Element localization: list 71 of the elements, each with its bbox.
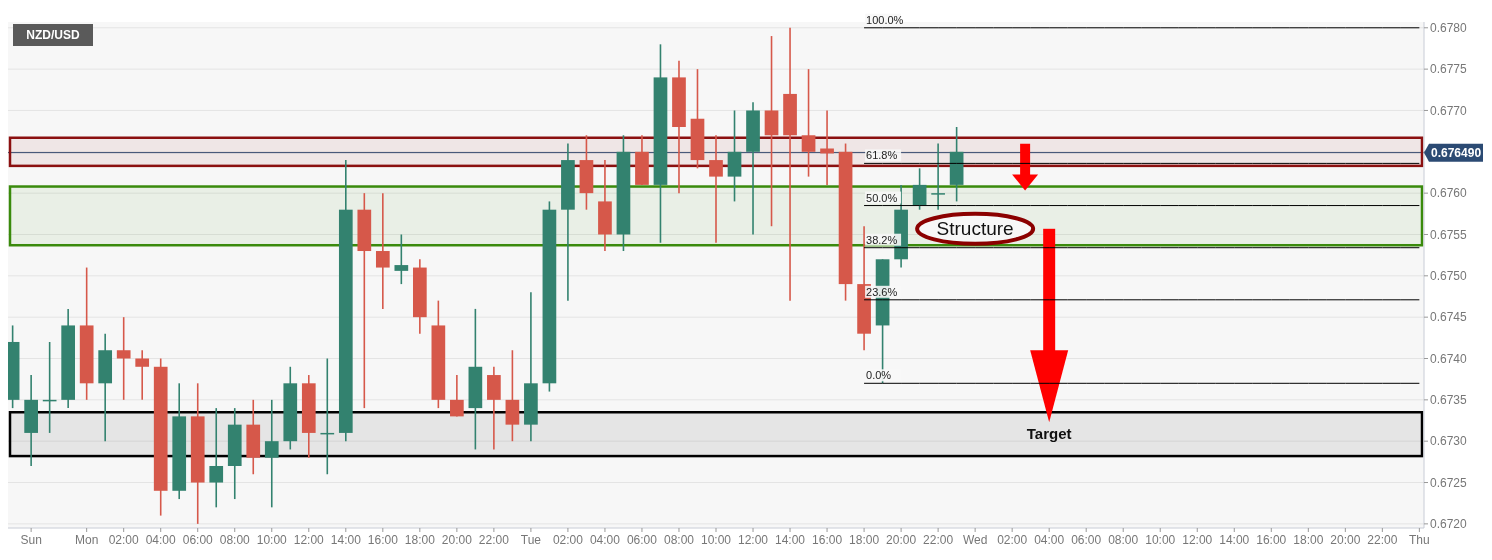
x-tick-label: Tue <box>520 533 542 547</box>
x-tick-label: Wed <box>962 533 988 547</box>
x-tick-label: 12:00 <box>738 533 769 547</box>
candlestick <box>450 374 464 418</box>
x-tick-label: Sun <box>20 533 42 547</box>
x-tick-label: 20:00 <box>1330 533 1361 547</box>
x-tick-label: 16:00 <box>812 533 843 547</box>
text: NZD/USD <box>26 28 80 43</box>
x-tick-label: 02:00 <box>552 533 584 547</box>
y-tick-label: 0.6735 <box>1430 393 1468 408</box>
y-tick-label: 0.6750 <box>1430 269 1468 284</box>
annotation: Structure <box>936 218 1014 240</box>
candlestick <box>135 349 150 401</box>
x-tick-label: 20:00 <box>441 533 473 547</box>
candlestick <box>209 407 224 509</box>
x-tick-label: 10:00 <box>256 533 288 547</box>
x-tick-label: 22:00 <box>923 533 954 547</box>
x-tick-label: 04:00 <box>589 533 621 547</box>
y-tick-label: 0.6745 <box>1430 310 1468 325</box>
y-tick-label: 0.6755 <box>1430 227 1468 242</box>
candlestick <box>912 167 927 211</box>
x-tick-label: 10:00 <box>700 533 732 547</box>
y-tick-label: 0.6770 <box>1430 103 1468 118</box>
candlestick <box>931 142 945 211</box>
x-tick-label: 22:00 <box>478 533 510 547</box>
x-tick-label: 18:00 <box>1293 533 1324 547</box>
series-label: 50.0% <box>866 191 898 204</box>
x-tick-label: 02:00 <box>108 533 140 547</box>
candlestick <box>394 233 409 285</box>
y-tick-label: 0.6725 <box>1430 475 1468 490</box>
x-tick-label: 22:00 <box>1367 533 1398 547</box>
y-tick-label: 0.6760 <box>1430 186 1468 201</box>
x-tick-label: Mon <box>74 533 99 547</box>
y-tick-label: 0.6720 <box>1430 517 1468 532</box>
x-tick-label: 06:00 <box>1071 533 1102 547</box>
x-tick-label: 12:00 <box>293 533 325 547</box>
x-tick-label: 08:00 <box>663 533 695 547</box>
candlestick <box>801 68 816 178</box>
candlestick <box>264 399 279 509</box>
y-tick-label: 0.6780 <box>1430 20 1468 35</box>
x-tick-label: 08:00 <box>219 533 251 547</box>
series-label: 0.0% <box>866 369 892 382</box>
x-tick-label: 08:00 <box>1108 533 1139 547</box>
x-tick-label: 06:00 <box>182 533 214 547</box>
x-tick-label: 16:00 <box>1256 533 1287 547</box>
x-tick-label: 02:00 <box>997 533 1028 547</box>
x-tick-label: 20:00 <box>886 533 917 547</box>
series-label: 38.2% <box>866 233 898 246</box>
annotation: Target <box>1026 425 1072 443</box>
y-tick-label: 0.6730 <box>1430 434 1468 449</box>
x-tick-label: 10:00 <box>1145 533 1176 547</box>
x-tick-label: 04:00 <box>145 533 177 547</box>
x-tick-label: 04:00 <box>1034 533 1065 547</box>
x-tick-label: 14:00 <box>1219 533 1250 547</box>
x-tick-label: 18:00 <box>849 533 880 547</box>
x-tick-label: 14:00 <box>775 533 806 547</box>
ref-line-label: 0.676490 <box>1431 145 1482 160</box>
x-tick-label: Thu <box>1409 533 1430 547</box>
x-tick-label: 16:00 <box>367 533 399 547</box>
candlestick <box>116 316 131 401</box>
x-tick-label: 12:00 <box>1182 533 1213 547</box>
candlestick <box>375 192 390 310</box>
x-tick-label: 14:00 <box>330 533 362 547</box>
x-tick-label: 06:00 <box>626 533 658 547</box>
y-tick-label: 0.6740 <box>1430 351 1468 366</box>
candlestick <box>709 134 723 244</box>
series-label: 100.0% <box>866 13 904 26</box>
series-label: 61.8% <box>866 149 898 162</box>
x-tick-label: 18:00 <box>404 533 436 547</box>
series-label: 23.6% <box>866 285 898 298</box>
y-tick-label: 0.6775 <box>1430 62 1468 77</box>
